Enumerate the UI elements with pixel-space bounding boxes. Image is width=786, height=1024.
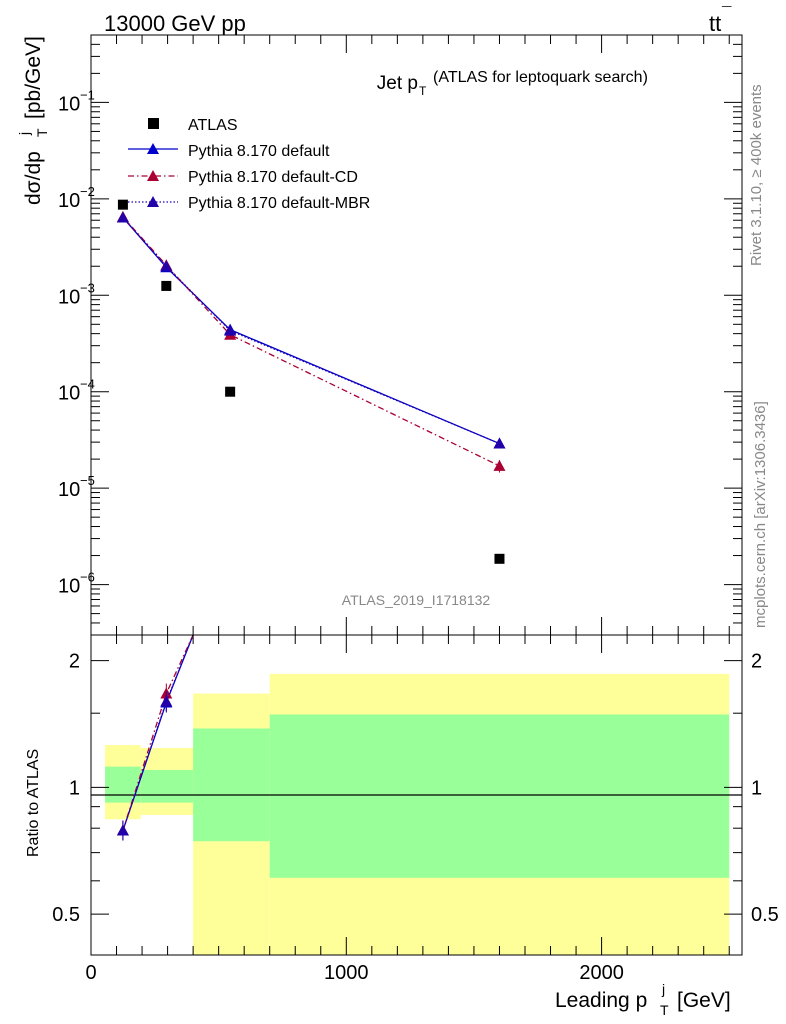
plot-title-rest: (ATLAS for leptoquark search) (433, 69, 648, 86)
lower-axis-ticks: 0 1000 2000 0.5 0.5 1 1 2 2 (52, 635, 779, 984)
lower-xtick-label: 0 (85, 962, 96, 984)
ratio-band-inner (193, 728, 270, 842)
data-point-mbr (493, 437, 506, 449)
atlas-data-point (225, 386, 236, 397)
legend: ATLAS Pythia 8.170 default Pythia 8.170 … (128, 117, 370, 212)
upper-ytick-exp: −5 (80, 473, 95, 488)
upper-ytick-exp: −2 (80, 184, 95, 199)
upper-ylabel: dσ/dp T j [pb/GeV] (16, 36, 50, 205)
upper-ytick-label: 10 (58, 383, 80, 405)
lower-ytick-label-left: 0.5 (52, 904, 80, 926)
ratio-point-mbr (116, 824, 129, 836)
legend-marker-mbr (147, 196, 159, 207)
data-point-mbr (224, 324, 237, 336)
ratio-point-mbr (160, 695, 173, 707)
ratio-band-inner (105, 766, 141, 803)
ratio-bands-layer (105, 673, 730, 955)
upper-ylabel-sub: T (34, 128, 50, 137)
legend-label-atlas: ATLAS (188, 117, 238, 134)
ratio-band-inner (140, 769, 194, 803)
atlas-data-point (161, 280, 172, 291)
lower-xtick-label: 2000 (579, 962, 624, 984)
upper-ytick-exp: −1 (80, 87, 95, 102)
lower-ytick-label-right: 0.5 (751, 904, 779, 926)
lower-ytick-label-left: 2 (69, 651, 80, 673)
lower-panel: 0 1000 2000 0.5 0.5 1 1 2 2 Ratio to ATLAS Leadi… (25, 634, 779, 1018)
data-point-mbr (160, 260, 173, 272)
xlabel-main: Leading p (555, 989, 647, 1012)
analysis-watermark: ATLAS_2019_I1718132 (342, 592, 491, 608)
xlabel-sub: T (660, 1002, 669, 1018)
xlabel-rest: [GeV] (677, 989, 731, 1012)
xlabel-sup: j (661, 981, 665, 997)
rivet-label: Rivet 3.1.10, ≥ 400k events (748, 84, 765, 266)
legend-label-cd: Pythia 8.170 default-CD (188, 169, 358, 186)
series-line-default (122, 217, 500, 445)
atlas-data-point (494, 553, 505, 564)
upper-ytick-label: 10 (58, 286, 80, 308)
legend-marker-atlas (148, 118, 159, 129)
upper-series-layer (116, 199, 506, 564)
legend-marker-cd (147, 170, 159, 181)
upper-panel: 10−110−210−310−410−510−6 Jet p T (ATLAS … (16, 34, 743, 636)
upper-ytick-exp: −3 (80, 280, 95, 295)
atlas-data-point (117, 199, 128, 210)
upper-ytick-label: 10 (58, 93, 80, 115)
header-right: tt (709, 11, 721, 36)
lower-ytick-label-right: 1 (751, 777, 762, 799)
upper-ytick-label: 10 (58, 190, 80, 212)
xlabel: Leading p T j [GeV] (555, 981, 731, 1018)
upper-ytick-label: 10 (58, 479, 80, 501)
upper-ylabel-sup: j (16, 132, 32, 136)
upper-axis-ticks: 10−110−210−310−410−510−6 (58, 35, 742, 635)
lower-xtick-label: 1000 (324, 962, 369, 984)
legend-label-mbr: Pythia 8.170 default-MBR (188, 195, 370, 212)
legend-marker-default (147, 143, 159, 154)
series-line-mbr (122, 217, 500, 445)
lower-series-layer (116, 634, 194, 841)
ratio-band-inner (269, 714, 730, 878)
ratio-ylabel: Ratio to ATLAS (25, 749, 42, 857)
legend-label-default: Pythia 8.170 default (188, 143, 330, 160)
header-right-bar: ¯ (721, 4, 732, 23)
upper-ytick-label: 10 (58, 576, 80, 598)
header-left: 13000 GeV pp (104, 11, 246, 36)
upper-ylabel-rest: [pb/GeV] (22, 36, 45, 119)
upper-ylabel-main: dσ/dp (22, 151, 45, 205)
lower-frame (90, 634, 743, 956)
data-point-cd (493, 459, 506, 471)
plot-title-main: Jet p (377, 73, 418, 94)
data-point-mbr (116, 211, 129, 223)
upper-ytick-exp: −4 (80, 377, 95, 392)
lower-ytick-label-right: 2 (751, 651, 762, 673)
lower-ytick-label-left: 1 (69, 777, 80, 799)
mcplots-label: mcplots.cern.ch [arXiv:1306.3436] (752, 401, 769, 628)
plot-title-sub: T (419, 84, 427, 98)
series-line-cd (122, 216, 500, 467)
upper-ytick-exp: −6 (80, 570, 95, 585)
